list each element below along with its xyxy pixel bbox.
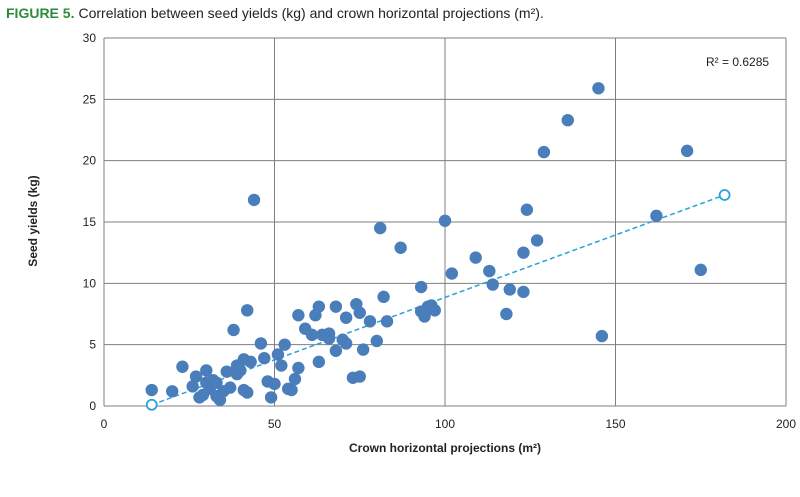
data-point [271,348,285,361]
data-point [561,113,574,127]
gridlines [103,37,787,407]
data-point [241,386,254,399]
trendline-endpoint [145,398,158,411]
data-point [329,300,343,313]
data-point [483,264,496,278]
data-point [305,328,319,342]
data-point [288,372,302,386]
data-point [210,376,223,389]
y-tick-label: 20 [83,154,97,168]
x-tick-label: 200 [776,417,796,431]
data-point [234,364,247,377]
data-point [595,329,609,343]
x-tick-label: 150 [605,417,625,431]
data-point [268,377,281,391]
data-point [520,203,534,216]
data-point [223,381,237,394]
y-tick-label: 25 [83,92,97,106]
data-point [592,82,605,95]
data-point [517,285,530,299]
data-point [241,304,254,317]
data-point [486,278,499,291]
x-tick-label: 0 [101,417,108,431]
data-points [145,82,707,407]
data-point [650,209,663,223]
data-point [394,241,407,254]
data-point [353,370,366,383]
data-point [176,360,189,373]
data-point [200,364,213,377]
data-point [694,263,707,277]
trendline-endpoints [145,189,731,411]
data-point [363,315,377,328]
figure-caption-text: Correlation between seed yields (kg) and… [78,5,544,21]
y-axis-title: Seed yields (kg) [26,175,40,266]
data-point [418,310,431,323]
data-point [186,380,199,393]
data-point [312,355,326,369]
data-point [145,383,158,397]
data-point [356,343,370,356]
data-point [329,344,343,357]
data-point [380,315,394,328]
data-point [374,221,387,235]
data-point [537,145,551,159]
data-point [189,370,203,383]
data-point [220,365,233,378]
x-tick-label: 100 [435,417,455,431]
data-point [414,280,428,294]
x-tick-label: 50 [268,417,282,431]
data-point [292,361,305,375]
data-point [339,311,353,324]
data-point [428,304,441,317]
r-squared-annotation: R² = 0.6285 [706,55,769,69]
data-point [517,246,530,259]
data-point [275,359,288,372]
data-point [445,267,459,280]
y-tick-label: 15 [83,215,97,229]
data-point [312,300,326,313]
data-point [500,307,513,321]
data-point [438,214,452,227]
data-point [322,327,336,340]
x-axis-title: Crown horizontal projections (m²) [349,441,541,455]
y-tick-label: 30 [83,31,97,45]
data-point [370,334,383,348]
data-point [258,351,271,365]
data-point [292,309,305,322]
data-point [503,283,516,296]
data-point [353,306,366,319]
data-point [247,193,261,207]
data-point [680,144,694,158]
data-point [339,337,353,350]
data-point [227,323,240,337]
figure-label: FIGURE 5. [6,5,75,21]
data-point [285,383,298,397]
trendline [151,194,725,406]
data-point [244,355,257,369]
data-point [377,290,390,304]
tick-labels: 0 50 100 150 200 0 5 10 15 20 25 30 [83,31,797,431]
figure-caption: FIGURE 5. Correlation between seed yields… [6,5,544,21]
data-point [469,251,482,264]
y-tick-label: 0 [89,399,96,413]
data-point [530,234,544,247]
trendline-endpoint [718,189,731,201]
data-point [278,338,291,351]
data-point [254,337,268,350]
y-tick-label: 5 [89,338,96,352]
data-point [166,385,179,398]
y-tick-label: 10 [83,276,97,290]
data-point [264,391,278,404]
